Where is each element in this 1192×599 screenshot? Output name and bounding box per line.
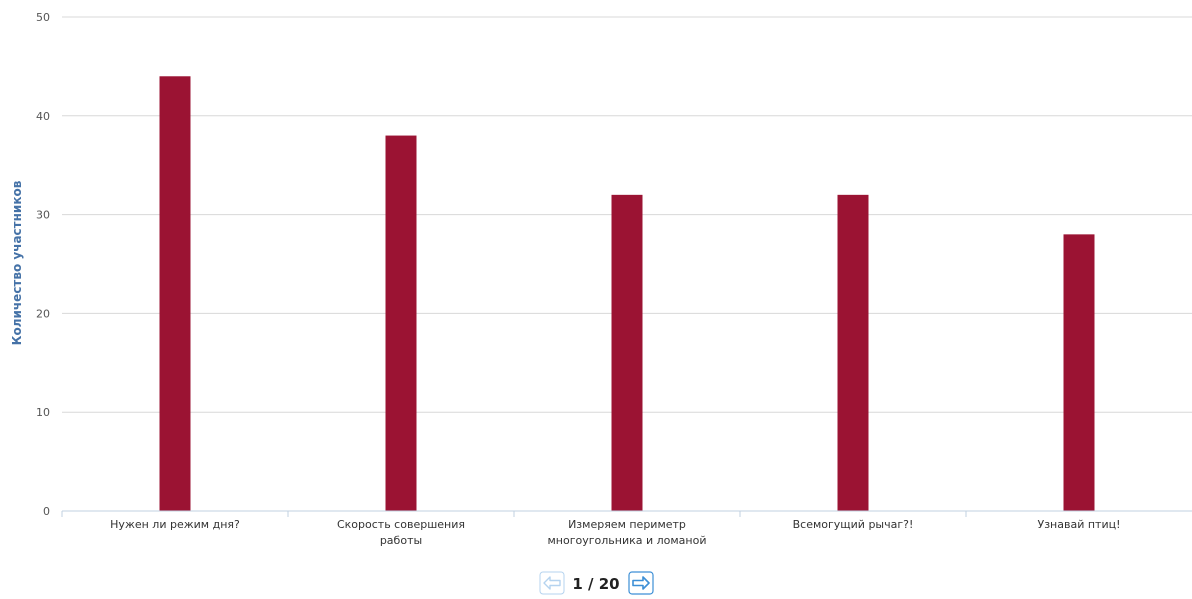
arrow-right-icon [632,576,650,590]
x-category-label-line: Измеряем периметр [568,518,686,531]
y-axis-ticks: 0 10 20 30 40 50 [36,11,50,518]
y-tick-label: 40 [36,110,50,123]
y-axis-title: Количество участников [10,180,24,345]
y-tick-label: 0 [43,505,50,518]
x-category-label: Скорость совершения работы [337,518,465,547]
pager: 1 / 20 [539,571,654,595]
page-indicator: 1 / 20 [572,575,619,593]
x-category-label-line: работы [380,534,422,547]
bar [385,135,417,511]
x-axis-ticks [61,511,967,517]
x-category-label-line: Скорость совершения [337,518,465,531]
bar [159,76,191,511]
bars [159,76,1095,512]
y-tick-label: 10 [36,406,50,419]
bar [1063,234,1095,512]
x-axis-categories: Нужен ли режим дня? Скорость совершения ра… [110,518,1120,547]
x-category-label-line: Нужен ли режим дня? [110,518,240,531]
x-category-label: Измеряем периметр многоугольника и ломано… [547,518,706,547]
x-category-label: Всемогущий рычаг?! [793,518,914,531]
x-category-label-line: Всемогущий рычаг?! [793,518,914,531]
y-tick-label: 30 [36,209,50,222]
x-category-label: Узнавай птиц! [1038,518,1121,531]
bar [611,194,643,511]
prev-page-button[interactable] [539,571,565,595]
bar [837,194,869,511]
x-category-label-line: Узнавай птиц! [1038,518,1121,531]
y-tick-label: 50 [36,11,50,24]
y-tick-label: 20 [36,307,50,320]
arrow-left-icon [543,576,561,590]
x-category-label: Нужен ли режим дня? [110,518,240,531]
x-category-label-line: многоугольника и ломаной [547,534,706,547]
next-page-button[interactable] [628,571,654,595]
